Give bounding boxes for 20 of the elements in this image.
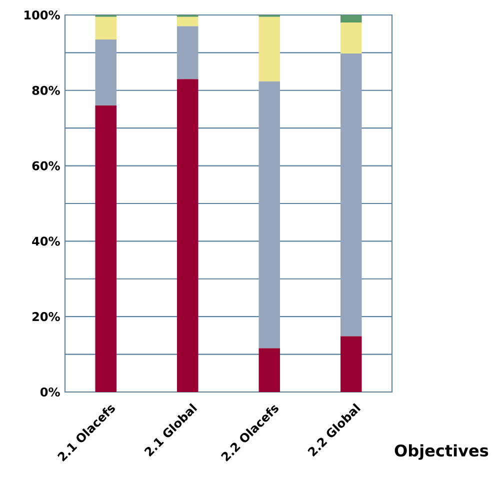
bar — [340, 22, 362, 54]
bar — [176, 16, 198, 26]
bar — [340, 336, 362, 392]
y-tick-label: 20% — [32, 312, 60, 322]
y-tick-label: 100% — [24, 10, 60, 20]
bar — [176, 79, 198, 392]
bar — [95, 105, 117, 392]
y-tick-label: 80% — [32, 86, 60, 95]
bar — [340, 14, 362, 23]
bar — [258, 16, 280, 82]
x-axis-title: Objectives — [394, 444, 488, 460]
bar — [340, 53, 362, 336]
bar — [258, 348, 280, 392]
y-tick-label: 60% — [32, 161, 60, 170]
y-tick-label: 40% — [32, 236, 60, 246]
bar — [95, 16, 117, 40]
y-tick-label: 0% — [40, 387, 60, 397]
bar — [258, 81, 280, 348]
bar — [95, 39, 117, 106]
bar — [176, 26, 198, 80]
